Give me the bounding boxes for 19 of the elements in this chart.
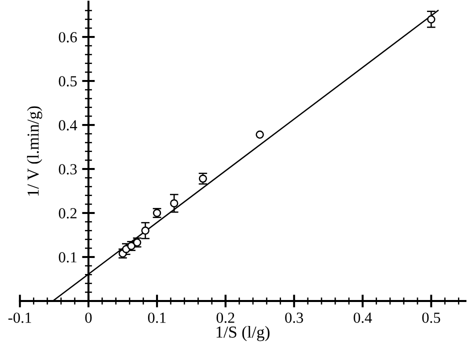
x-tick-label: 0.3	[285, 312, 304, 323]
y-tick-label: 0.1	[58, 252, 76, 263]
y-tick-label: 0.6	[58, 32, 77, 42]
x-tick-label: -0.1	[8, 312, 32, 323]
y-axis-title: 1/ V (l.min/g)	[27, 106, 42, 196]
x-tick-label: 0.4	[354, 312, 372, 323]
y-tick-label: 0.3	[58, 164, 77, 175]
x-tick-label: 0.1	[148, 312, 166, 323]
x-axis-title: 1/S (l/g)	[216, 326, 270, 342]
y-tick-label: 0.5	[58, 76, 77, 86]
point	[170, 199, 178, 208]
x-tick-label: 0	[85, 312, 92, 323]
point	[141, 226, 150, 235]
y-tick-label: 0.4	[58, 120, 78, 130]
y-tick-label: 0.2	[58, 208, 76, 219]
x-tick-label: 0.5	[422, 312, 440, 323]
x-tick-label: 0.2	[216, 312, 234, 323]
point	[427, 15, 436, 24]
point	[256, 130, 264, 139]
